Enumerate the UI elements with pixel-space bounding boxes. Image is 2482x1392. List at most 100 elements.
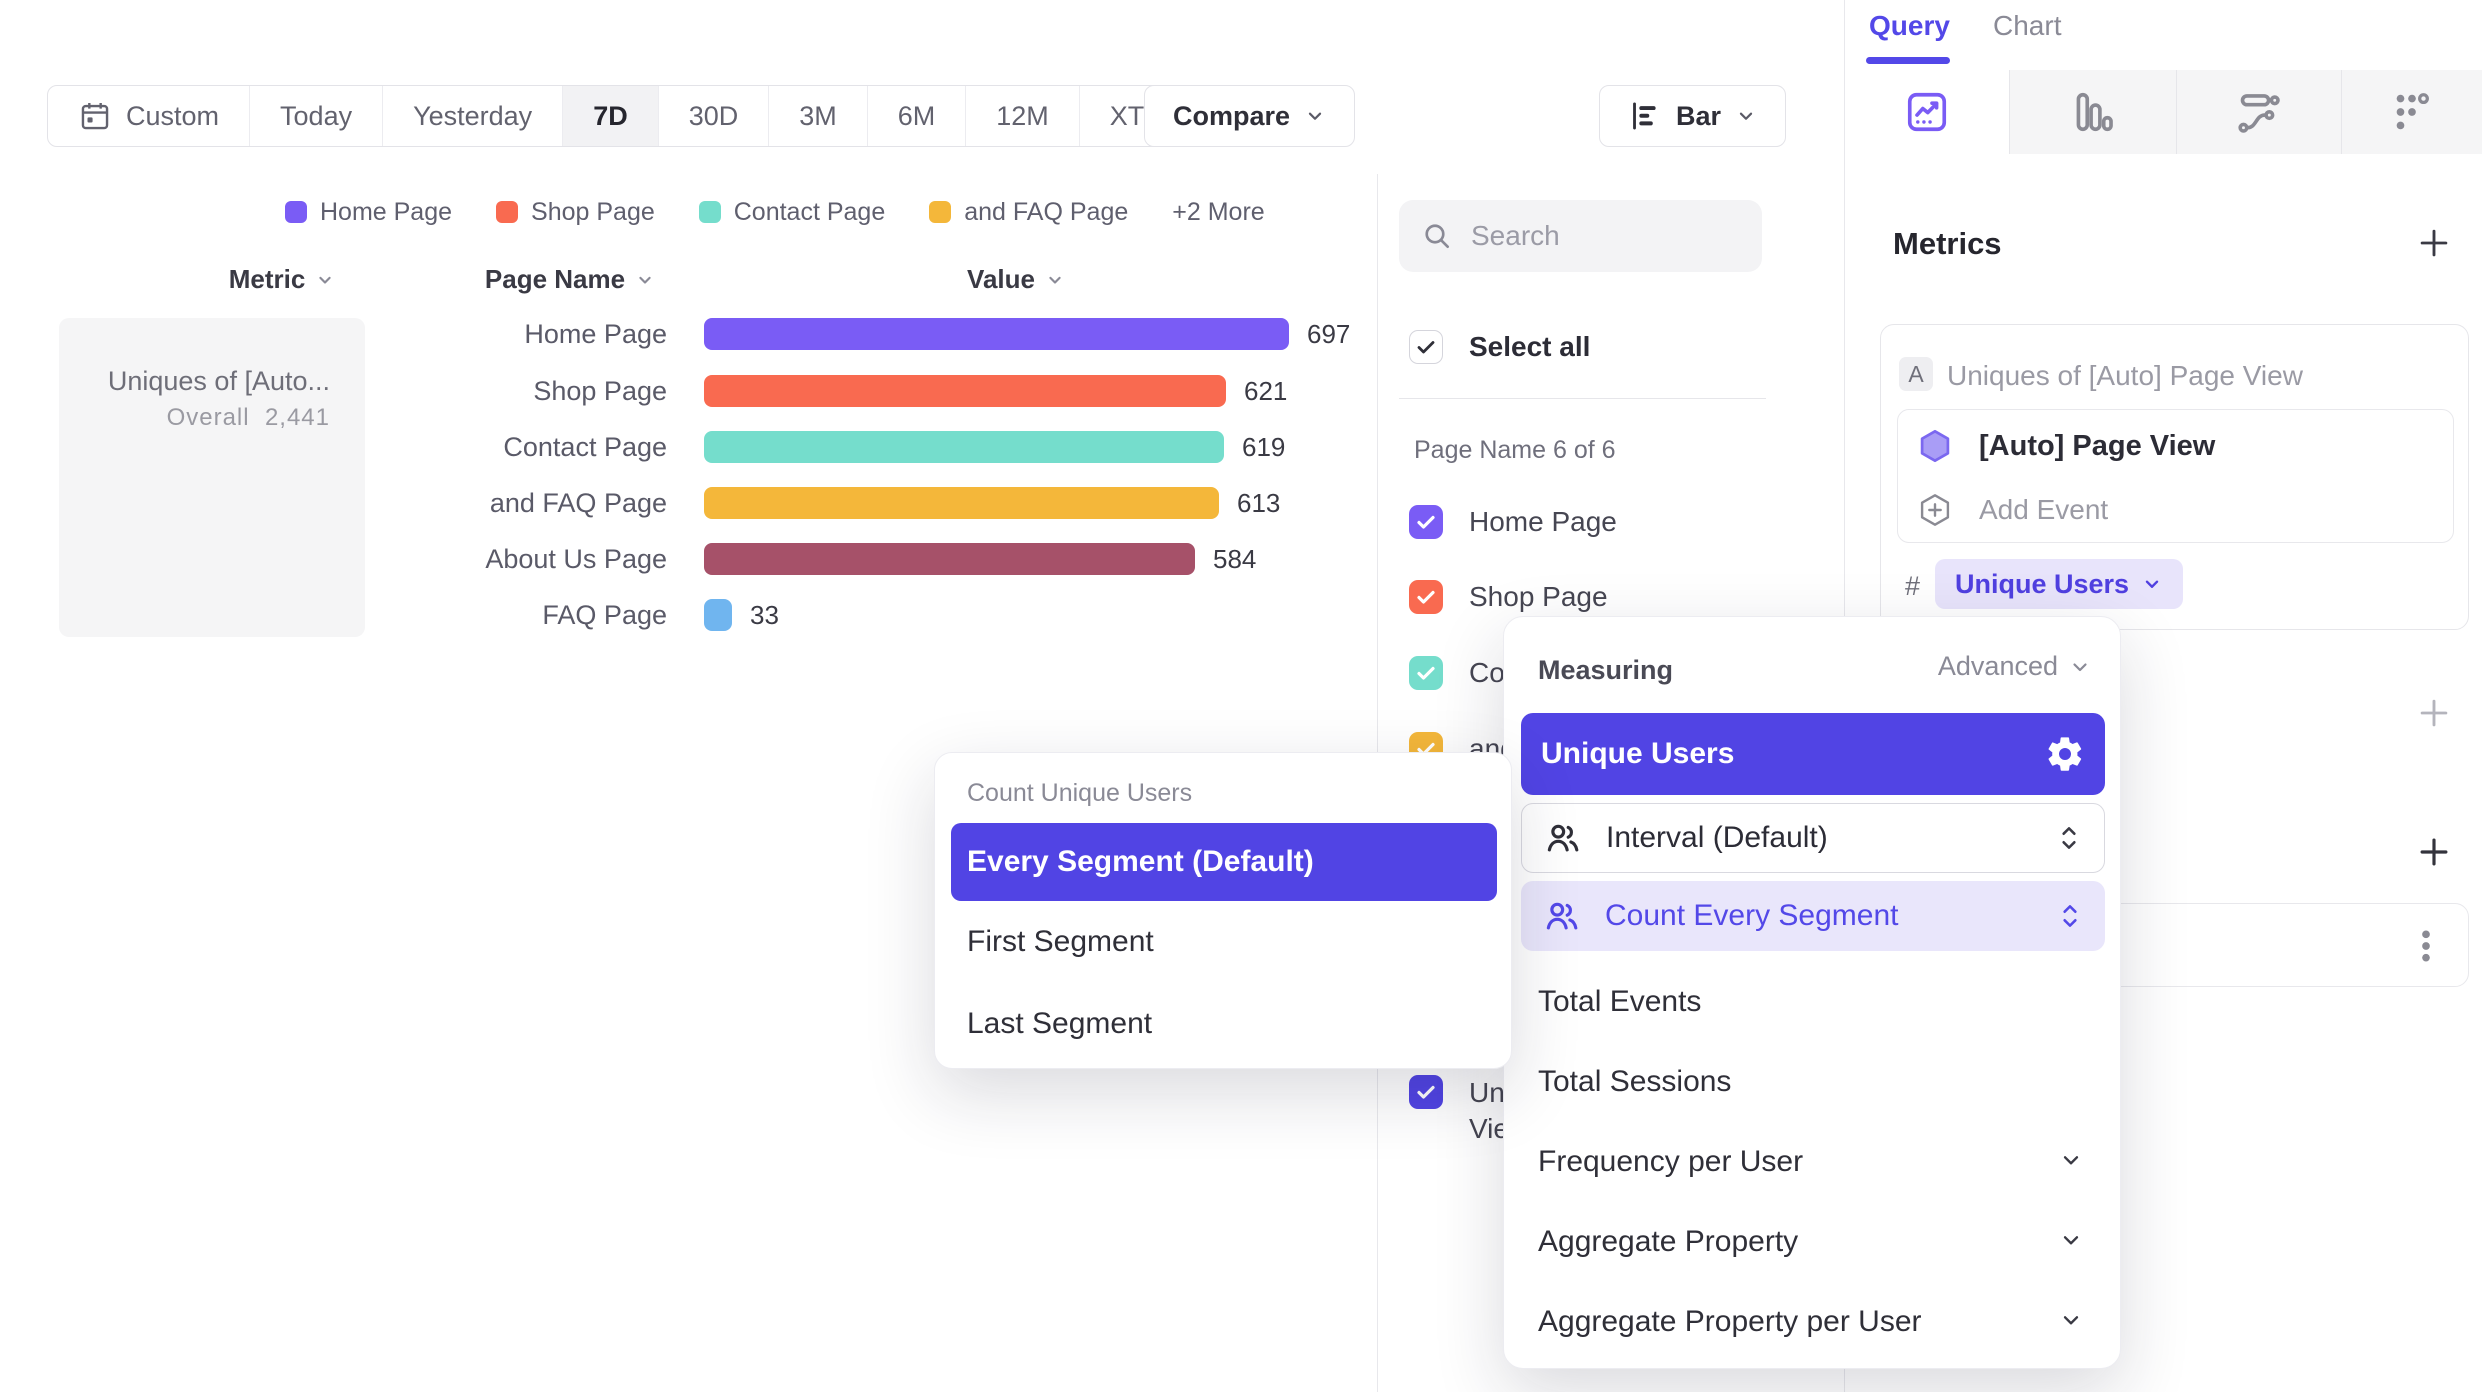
metrics-title: Metrics <box>1893 226 2002 261</box>
chevron-down-icon <box>635 270 655 290</box>
legend-item[interactable]: Contact Page <box>698 196 885 228</box>
range-yesterday-button[interactable]: Yesterday <box>382 86 562 146</box>
option-last-segment[interactable]: Last Segment <box>967 1007 1153 1040</box>
add-filter-button[interactable] <box>2415 694 2453 732</box>
search-field[interactable] <box>1399 200 1762 272</box>
measure-option-frequency-per-user[interactable]: Frequency per User <box>1538 1145 1804 1178</box>
tab-query[interactable]: Query <box>1869 10 1950 41</box>
checkbox-checked[interactable] <box>1409 505 1443 539</box>
stepper-icon <box>2056 823 2082 853</box>
option-first-segment[interactable]: First Segment <box>967 925 1154 958</box>
event-row[interactable]: [Auto] Page View <box>1917 428 2215 464</box>
legend-swatch <box>929 201 952 223</box>
measure-option-total-events[interactable]: Total Events <box>1538 985 1702 1018</box>
value-column-header[interactable]: Value <box>916 264 1116 295</box>
metric-column-header[interactable]: Metric <box>182 264 382 295</box>
range-7d-button[interactable]: 7D <box>562 86 658 146</box>
advanced-dropdown[interactable]: Advanced <box>1938 651 2092 682</box>
users-icon <box>1543 897 1581 935</box>
table-row: Home Page 697 <box>0 306 1370 362</box>
insights-icon <box>1904 89 1950 135</box>
range-30d-button[interactable]: 30D <box>657 86 769 146</box>
range-today-button[interactable]: Today <box>249 86 382 146</box>
active-tab-underline <box>1866 57 1950 64</box>
bar-and-faq-page[interactable] <box>704 487 1219 519</box>
metric-card-title: Uniques of [Auto] Page View <box>1947 360 2303 391</box>
legend-item[interactable]: Home Page <box>285 196 452 228</box>
measure-option-aggregate-property[interactable]: Aggregate Property <box>1538 1225 1799 1258</box>
row-label: Contact Page <box>503 431 667 462</box>
legend-item[interactable]: and FAQ Page <box>929 196 1128 228</box>
report-tab-flows[interactable] <box>2176 70 2341 154</box>
users-icon <box>1544 819 1582 857</box>
bar-value: 697 <box>1307 318 1351 349</box>
calendar-icon <box>78 99 112 133</box>
bar-faq-page[interactable] <box>704 599 732 631</box>
retention-icon <box>2389 89 2435 135</box>
option-every-segment[interactable]: Every Segment (Default) <box>951 823 1497 901</box>
bar-chart-icon <box>1628 99 1662 133</box>
event-name: [Auto] Page View <box>1979 429 2216 462</box>
report-tab-funnels[interactable] <box>2009 70 2176 154</box>
divider <box>1399 398 1766 399</box>
bar-home-page[interactable] <box>704 318 1289 350</box>
select-all-row[interactable]: Select all <box>1409 330 1590 364</box>
range-3m-button[interactable]: 3M <box>768 86 867 146</box>
table-row: About Us Page 584 <box>0 531 1370 587</box>
chevron-down-icon <box>1045 270 1065 290</box>
measure-option-aggregate-property-per-user[interactable]: Aggregate Property per User <box>1538 1305 1922 1338</box>
gear-icon[interactable] <box>2045 734 2085 774</box>
row-label: Shop Page <box>533 375 667 406</box>
row-label: and FAQ Page <box>489 487 667 518</box>
filter-item-home-page[interactable]: Home Page <box>1409 505 1617 539</box>
chart-legend: Home Page Shop Page Contact Page and FAQ… <box>285 196 1265 228</box>
funnels-icon <box>2070 89 2116 135</box>
bar-contact-page[interactable] <box>704 431 1224 463</box>
filter-item-truncated[interactable]: Uni Vie <box>1409 1075 1511 1147</box>
add-breakdown-button[interactable] <box>2415 833 2453 871</box>
search-input[interactable] <box>1471 220 1731 252</box>
legend-swatch <box>698 201 721 223</box>
legend-more[interactable]: +2 More <box>1172 197 1265 226</box>
add-event-row[interactable]: Add Event <box>1917 492 2108 528</box>
tab-chart[interactable]: Chart <box>1993 10 2062 41</box>
legend-swatch <box>496 201 519 223</box>
bar-about-us-page[interactable] <box>704 543 1195 575</box>
report-tab-insights[interactable] <box>1845 70 2009 154</box>
legend-item[interactable]: Shop Page <box>496 196 655 228</box>
bar-shop-page[interactable] <box>704 375 1226 407</box>
range-label: Custom <box>126 100 220 131</box>
bar-value: 621 <box>1244 375 1288 406</box>
hexagon-icon <box>1917 428 1953 464</box>
checkbox-checked[interactable] <box>1409 656 1443 690</box>
measure-option-total-sessions[interactable]: Total Sessions <box>1538 1065 1732 1098</box>
interval-selector[interactable]: Interval (Default) <box>1521 803 2105 873</box>
measure-option-unique-users[interactable]: Unique Users <box>1521 713 2105 795</box>
compare-button[interactable]: Compare <box>1144 85 1356 147</box>
range-6m-button[interactable]: 6M <box>866 86 966 146</box>
range-custom-button[interactable]: Custom <box>48 86 249 146</box>
date-range-toolbar: Custom Today Yesterday 7D 30D 3M 6M 12M … <box>47 85 1231 147</box>
page-name-column-header[interactable]: Page Name <box>450 264 690 295</box>
bar-value: 619 <box>1242 431 1286 462</box>
report-tab-retention[interactable] <box>2341 70 2482 154</box>
checkbox-checked[interactable] <box>1409 1075 1443 1109</box>
kebab-menu-button[interactable] <box>2406 924 2446 968</box>
add-event-label: Add Event <box>1979 494 2109 525</box>
measure-dropdown-button[interactable]: Unique Users <box>1935 559 2184 609</box>
chevron-down-icon <box>2141 573 2163 595</box>
filter-item-shop-page[interactable]: Shop Page <box>1409 580 1608 614</box>
count-dropdown-title: Count Unique Users <box>967 779 1193 807</box>
checkbox-checked[interactable] <box>1409 580 1443 614</box>
chart-type-button[interactable]: Bar <box>1599 85 1787 147</box>
add-metric-button[interactable] <box>2415 224 2453 262</box>
chevron-down-icon[interactable] <box>2058 1227 2084 1253</box>
event-card: [Auto] Page View Add Event <box>1897 409 2454 543</box>
select-all-checkbox[interactable] <box>1409 330 1443 364</box>
row-label: Home Page <box>524 318 667 349</box>
chevron-down-icon[interactable] <box>2058 1307 2084 1333</box>
metric-summary-card[interactable]: Uniques of [Auto... Overall 2,441 <box>59 318 365 637</box>
range-12m-button[interactable]: 12M <box>965 86 1079 146</box>
segment-count-selector[interactable]: Count Every Segment <box>1521 881 2105 951</box>
chevron-down-icon[interactable] <box>2058 1147 2084 1173</box>
